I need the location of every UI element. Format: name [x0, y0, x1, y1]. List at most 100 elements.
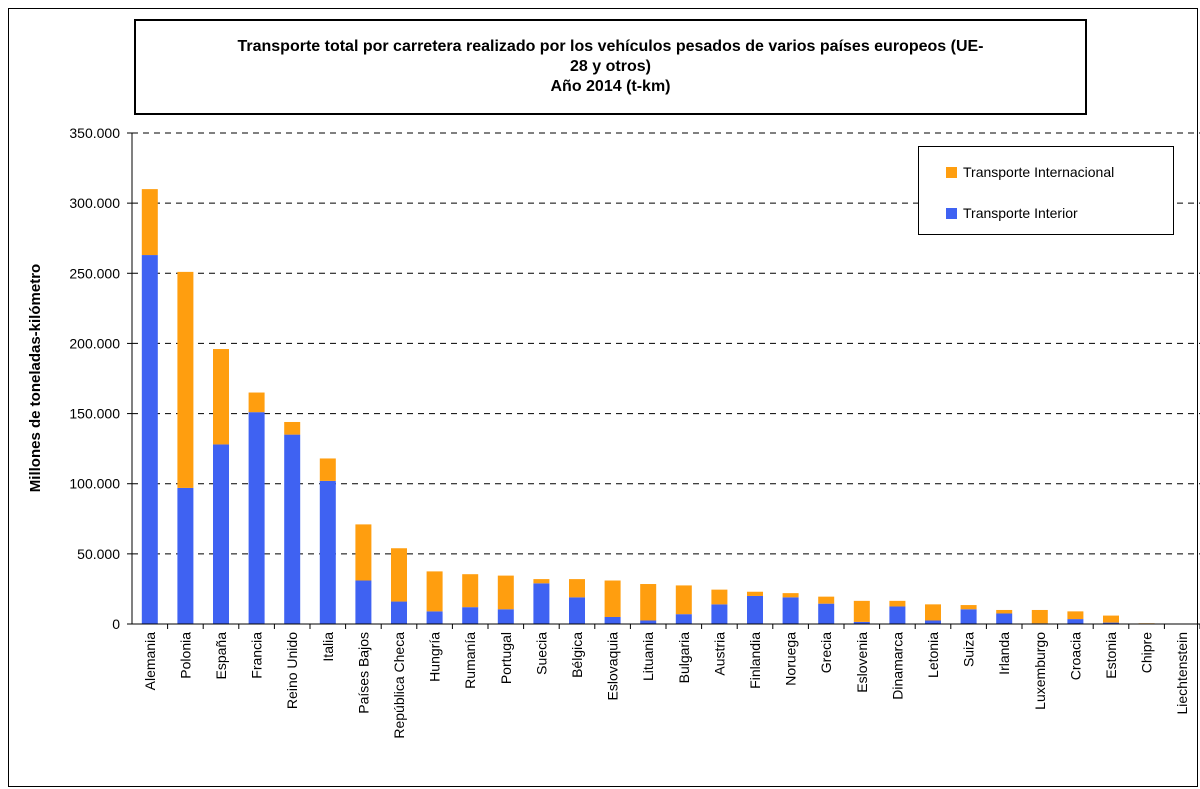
bar-internacional [248, 392, 265, 413]
x-tick-label: Estonia [1103, 632, 1119, 679]
x-tick-label: Lituania [640, 632, 656, 681]
bar-interior [391, 601, 407, 624]
chart-title-line-2: 28 y otros) [570, 58, 651, 75]
bar-internacional [960, 605, 977, 610]
bar-interior [711, 604, 728, 624]
bar-interior [925, 620, 941, 624]
legend-label-internacional: Transporte Internacional [963, 164, 1115, 180]
bar-interior [675, 614, 692, 624]
bar-interior [782, 597, 799, 624]
x-tick-label: Luxemburgo [1032, 632, 1048, 710]
legend: Transporte Internacional Transporte Inte… [918, 146, 1174, 235]
x-tick-label: Hungría [427, 632, 443, 682]
bar-internacional [1031, 609, 1048, 624]
bar-interior [889, 606, 906, 624]
x-tick-label: Suiza [961, 632, 977, 667]
x-tick-labels: Alemania Polonia España Francia Reino Unido I… [142, 624, 1200, 739]
chart-title-line-1: Transporte total por carretera realizado… [237, 38, 984, 55]
x-tick-label: Austria [711, 632, 727, 676]
legend-swatch-internacional [946, 166, 957, 178]
x-tick-label: Portugal [498, 632, 514, 684]
bar-internacional [533, 579, 550, 584]
bar-interior [426, 611, 443, 624]
x-tick-label: Francia [249, 632, 265, 679]
x-tick-label: Noruega [783, 632, 799, 686]
bar-internacional [925, 604, 941, 621]
x-tick-label: Grecia [818, 632, 834, 673]
bar-internacional [889, 600, 906, 607]
bar-internacional [782, 593, 799, 598]
bar-internacional [213, 349, 229, 445]
chart-title-line-3: Año 2014 (t-km) [550, 78, 671, 95]
y-tick-label: 150.000 [69, 406, 120, 422]
x-tick-label: Eslovaquia [605, 632, 621, 701]
x-tick-label: Eslovenia [854, 632, 870, 693]
bar-internacional [675, 585, 692, 615]
legend-swatch-interior [946, 207, 957, 219]
bar-interior [213, 444, 229, 624]
bar-interior [533, 583, 550, 624]
bar-internacional [355, 524, 372, 581]
bar-internacional [604, 580, 621, 617]
bar-interior [569, 597, 585, 624]
x-tick-label: Polonia [177, 632, 193, 679]
x-tick-label: Chipre [1139, 632, 1155, 673]
gridlines [132, 132, 1200, 555]
x-tick-label: Alemania [142, 632, 158, 691]
bar-interior [1067, 619, 1084, 624]
x-tick-label: Letonia [925, 632, 941, 678]
y-tick-label: 300.000 [69, 195, 120, 211]
bar-internacional [141, 189, 158, 256]
x-tick-label: Rumanía [462, 632, 478, 689]
bar-interior [960, 609, 977, 624]
y-tick-labels: 0 50.000 100.000 150.000 200.000 250.000 300.0… [69, 125, 132, 632]
bar-interior [497, 609, 514, 624]
y-axis-label: Millones de toneladas-kilómetro [27, 264, 44, 492]
y-tick-label: 100.000 [69, 476, 120, 492]
bar-interior [747, 595, 763, 624]
bar-interior [604, 616, 621, 624]
legend-item-interior: Transporte Interior [946, 205, 1078, 221]
bar-internacional [1103, 615, 1119, 623]
bar-internacional [818, 596, 835, 604]
bar-interior [284, 434, 301, 624]
x-tick-label: Liechtenstein [1174, 632, 1190, 715]
bar-internacional [996, 609, 1013, 614]
bar-internacional [462, 574, 479, 608]
x-tick-label: Dinamarca [889, 632, 905, 700]
bar-interior [248, 412, 265, 624]
x-tick-label: Reino Unido [284, 632, 300, 709]
x-tick-label: Irlanda [996, 632, 1012, 675]
bar-internacional [497, 575, 514, 610]
bar-interior [996, 613, 1013, 624]
y-tick-label: 50.000 [77, 546, 120, 562]
y-tick-label: 200.000 [69, 335, 120, 351]
y-tick-label: 250.000 [69, 265, 120, 281]
bar-internacional [1067, 611, 1084, 620]
y-tick-label: 0 [112, 616, 120, 632]
x-tick-label: España [213, 632, 229, 680]
x-tick-label: Suecia [533, 632, 549, 675]
bar-interior [141, 255, 158, 624]
legend-label-interior: Transporte Interior [963, 205, 1078, 221]
bar-internacional [177, 271, 194, 488]
bar-interior [818, 603, 835, 624]
chart-frame [8, 8, 1198, 787]
y-tick-label: 350.000 [69, 125, 120, 141]
bar-internacional [747, 591, 763, 596]
bar-interior [177, 487, 194, 624]
legend-item-internacional: Transporte Internacional [946, 164, 1114, 180]
x-tick-label: Bélgica [569, 632, 585, 678]
bar-internacional [284, 421, 301, 435]
bar-internacional [640, 584, 657, 621]
bar-interior [640, 620, 657, 624]
x-tick-label: Croacia [1067, 632, 1083, 680]
x-tick-label: Italia [320, 632, 336, 662]
bar-internacional [426, 571, 443, 612]
x-tick-label: Países Bajos [355, 632, 371, 714]
x-tick-label: República Checa [391, 632, 407, 739]
bar-internacional [319, 458, 336, 481]
bars [141, 189, 1191, 624]
bar-interior [853, 621, 870, 624]
